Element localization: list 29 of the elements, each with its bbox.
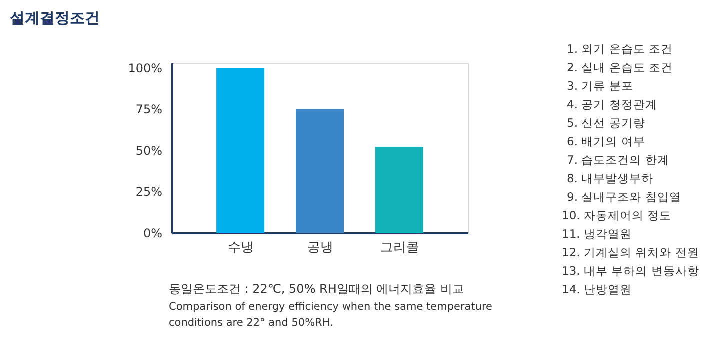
text: 5. 신선 공기량 xyxy=(567,116,646,130)
bar xyxy=(375,147,424,233)
y-tick-label: 25% xyxy=(136,185,162,200)
bar xyxy=(296,109,344,233)
text: 2. 실내 온습도 조건 xyxy=(567,60,673,74)
text: 6. 배기의 여부 xyxy=(567,134,646,148)
y-tick-label: 0% xyxy=(143,226,162,240)
bar xyxy=(216,68,265,233)
text: 13. 내부 부하의 변동사항 xyxy=(562,264,700,278)
text: 1. 외기 온습도 조건 xyxy=(567,42,673,56)
text: 동일온도조건 : 22℃, 50% RH일때의 에너지효율 비교 xyxy=(169,282,465,296)
text: Comparison of energy efficiency when the same temperature xyxy=(169,301,493,313)
text: 8. 내부발생부하 xyxy=(567,172,654,186)
text: 11. 냉각열원 xyxy=(562,227,632,241)
text: 14. 난방열원 xyxy=(562,282,632,296)
text: 7. 습도조건의 한계 xyxy=(567,153,670,167)
chart-title: 설계결정조건 xyxy=(10,9,100,27)
text: 10. 자동제어의 정도 xyxy=(562,208,672,222)
text: 3. 기류 분포 xyxy=(567,79,634,93)
text: 12. 기계실의 위치와 전원 xyxy=(562,246,700,260)
text: conditions are 22° and 50%RH. xyxy=(169,317,334,329)
y-tick-label: 75% xyxy=(136,102,162,117)
y-tick-label: 50% xyxy=(136,144,162,158)
y-tick-label: 100% xyxy=(128,61,162,76)
x-tick-label: 그리콜 xyxy=(380,240,420,256)
text: 9. 실내구조와 침입열 xyxy=(567,190,682,204)
x-tick-label: 공냉 xyxy=(308,240,334,256)
text: 4. 공기 청정관계 xyxy=(567,98,658,112)
x-tick-label: 수냉 xyxy=(228,240,254,256)
